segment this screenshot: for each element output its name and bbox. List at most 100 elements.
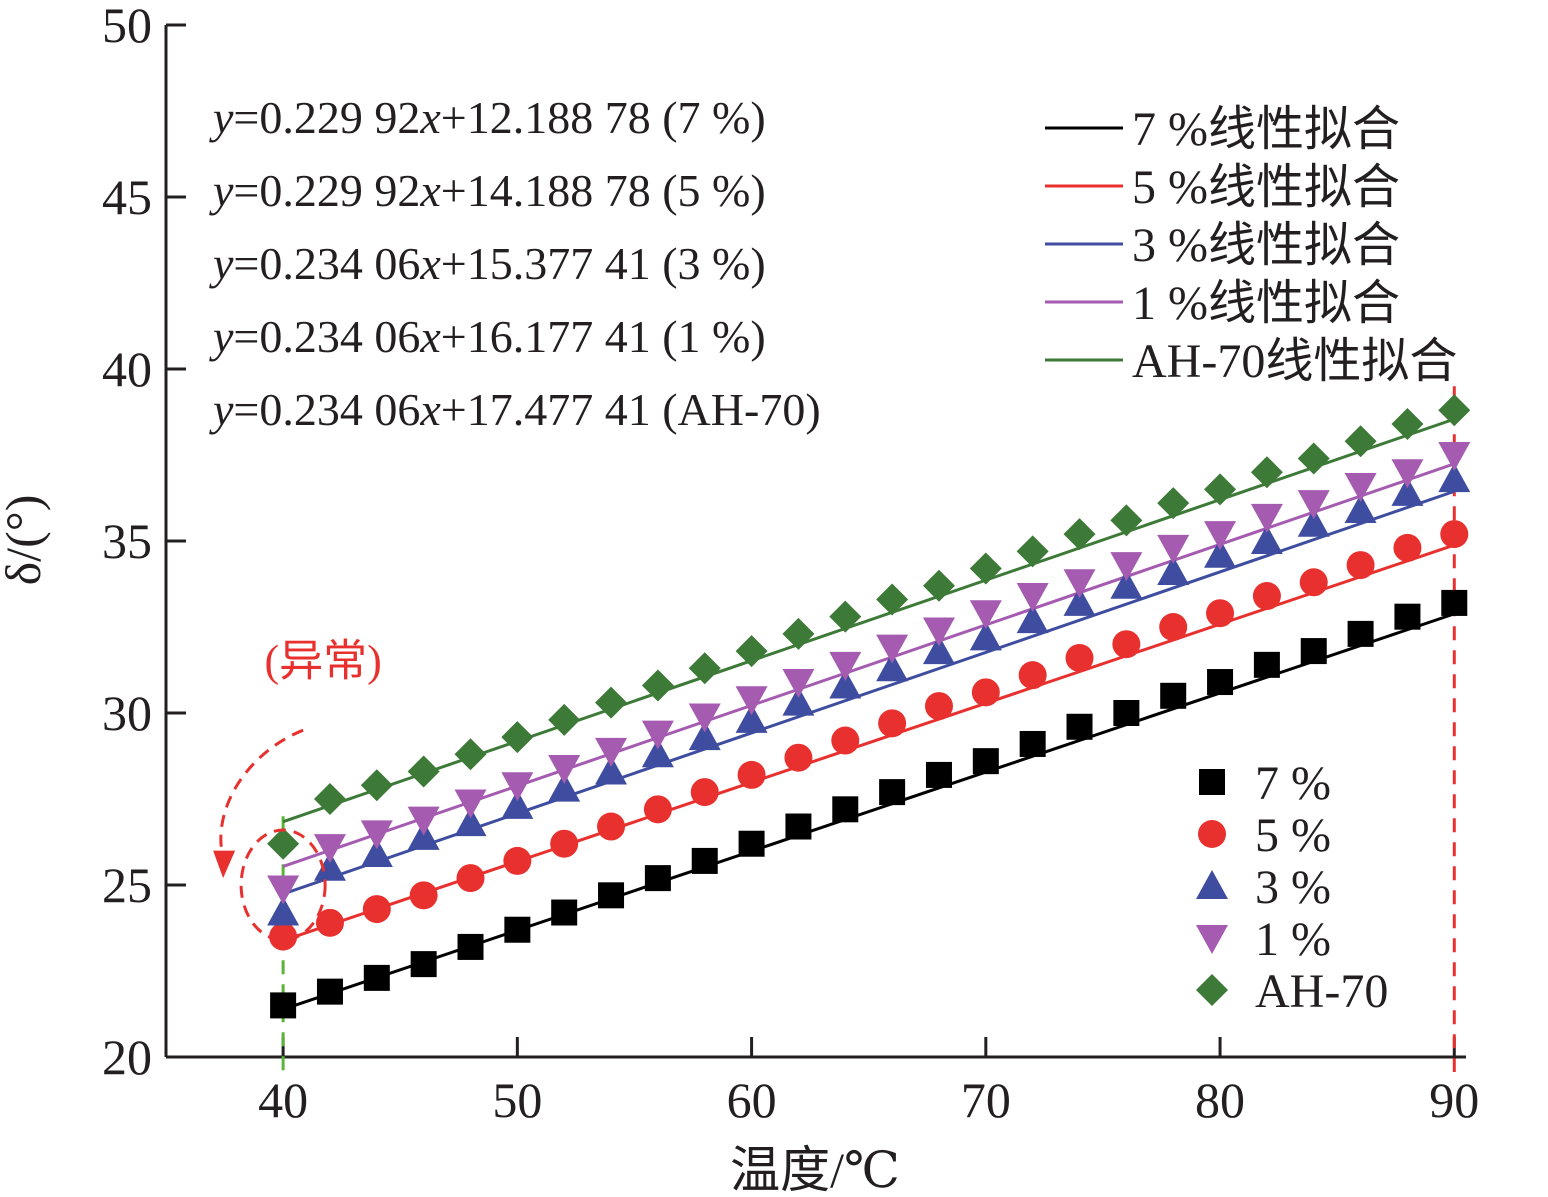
data-point — [969, 621, 1002, 651]
data-point — [922, 617, 955, 647]
data-point — [1157, 534, 1190, 564]
fit-equation: y=0.229 92x+14.188 78 (5 %) — [209, 165, 766, 216]
data-point — [267, 875, 300, 905]
data-point — [688, 703, 721, 733]
data-point — [1016, 583, 1049, 613]
marker-legend-symbol — [1196, 974, 1228, 1006]
data-point — [969, 552, 1002, 585]
data-markers — [267, 394, 1471, 1019]
data-point — [691, 847, 718, 874]
data-point — [878, 709, 907, 738]
data-point — [735, 686, 768, 716]
data-point — [1204, 521, 1237, 551]
data-point — [1157, 555, 1190, 585]
axes: 20 25 30 35 40 45 50 40 50 60 70 80 90 — [102, 0, 1479, 1128]
data-point — [360, 838, 393, 868]
y-tick-label: 35 — [102, 513, 152, 569]
marker-legend: 7 %5 %3 %1 %AH-70 — [1196, 757, 1388, 1018]
anomaly-annotation: (异常) — [213, 636, 382, 942]
data-point — [1391, 408, 1424, 441]
data-point — [641, 669, 674, 702]
data-point — [969, 600, 1002, 630]
data-point — [407, 755, 440, 788]
data-point — [972, 748, 999, 775]
data-point — [313, 783, 346, 815]
fit-legend-label: 7 %线性拟合 — [1132, 103, 1400, 156]
data-point — [1250, 456, 1283, 489]
data-point — [595, 737, 628, 767]
data-point — [1299, 568, 1328, 597]
data-point — [595, 686, 628, 719]
data-point — [1066, 713, 1093, 740]
data-point — [501, 772, 534, 802]
data-point — [551, 899, 578, 926]
data-point — [876, 652, 909, 682]
data-point — [738, 830, 765, 857]
data-point — [1204, 538, 1237, 568]
data-point — [269, 922, 298, 951]
data-point — [1207, 669, 1234, 696]
y-tick-label: 40 — [102, 341, 152, 397]
data-point — [1440, 520, 1469, 549]
data-point — [1063, 586, 1096, 616]
data-point — [876, 583, 909, 616]
fit-equation: y=0.229 92x+12.188 78 (7 %) — [209, 92, 766, 143]
fit-equations: y=0.229 92x+12.188 78 (7 %) y=0.229 92x+1… — [209, 92, 821, 435]
data-point — [409, 881, 438, 910]
data-point — [1344, 472, 1377, 502]
anomaly-arrowhead — [213, 850, 236, 879]
data-point — [270, 992, 297, 1019]
marker-legend-symbol — [1199, 769, 1225, 795]
data-point — [782, 686, 815, 716]
y-axis-title: δ/(°) — [0, 495, 51, 586]
fit-legend-label: 1 %线性拟合 — [1132, 277, 1400, 330]
data-point — [1160, 682, 1187, 709]
data-point — [1438, 394, 1471, 427]
data-point — [688, 652, 721, 685]
data-point — [876, 634, 909, 664]
data-point — [313, 834, 346, 864]
data-point — [831, 726, 860, 755]
data-point — [1393, 533, 1422, 562]
data-point — [1110, 552, 1143, 582]
x-axis-title: 温度/℃ — [730, 1142, 900, 1197]
data-point — [641, 720, 674, 750]
data-point — [1394, 603, 1421, 630]
data-point — [644, 865, 671, 892]
data-point — [548, 755, 581, 785]
y-tick-label: 50 — [102, 0, 152, 53]
data-point — [1204, 473, 1237, 506]
marker-legend-symbol — [1198, 820, 1226, 848]
data-point — [316, 978, 343, 1005]
fit-equation: y=0.234 06x+16.177 41 (1 %) — [209, 311, 766, 362]
data-point — [267, 896, 300, 926]
data-point — [504, 916, 531, 943]
y-tick-label: 30 — [102, 685, 152, 741]
data-point — [1253, 651, 1280, 678]
data-point — [1344, 494, 1377, 524]
data-point — [690, 778, 719, 807]
y-tick-label: 20 — [102, 1029, 152, 1085]
marker-legend-label: 3 % — [1255, 861, 1331, 914]
data-point — [1438, 442, 1471, 471]
data-point — [315, 908, 344, 937]
x-tick-label: 80 — [1195, 1072, 1245, 1128]
marker-legend-label: 1 % — [1255, 913, 1331, 966]
data-point — [1113, 700, 1140, 726]
fit-equation: y=0.234 06x+15.377 41 (3 %) — [209, 238, 766, 289]
data-point — [688, 721, 721, 751]
data-point — [922, 635, 955, 665]
data-point — [785, 813, 812, 840]
data-point — [829, 669, 862, 699]
data-point — [1063, 518, 1096, 551]
data-point — [362, 895, 391, 924]
data-point — [643, 795, 672, 824]
data-point — [1391, 476, 1424, 506]
data-point — [454, 738, 487, 771]
x-tick-label: 90 — [1429, 1072, 1479, 1128]
data-point — [407, 806, 440, 836]
data-point — [1112, 630, 1141, 659]
marker-legend-label: AH-70 — [1255, 965, 1388, 1018]
marker-legend-label: 5 % — [1255, 809, 1331, 862]
data-point — [879, 779, 906, 806]
